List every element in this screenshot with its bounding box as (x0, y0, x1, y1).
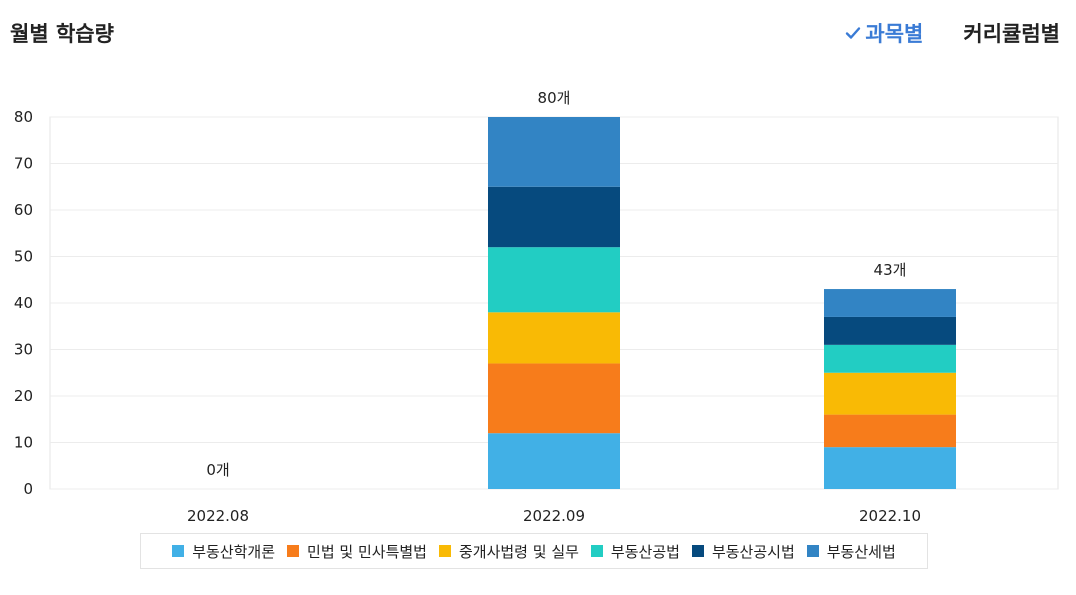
bar-segment (488, 363, 620, 434)
y-tick-label: 20 (14, 387, 33, 405)
total-label: 0개 (206, 461, 229, 479)
bar-segment (488, 186, 620, 248)
legend-label: 부동산학개론 (192, 542, 276, 561)
total-label: 80개 (538, 89, 571, 107)
bar-segment (488, 247, 620, 313)
y-tick-label: 40 (14, 294, 33, 312)
view-tabs: 과목별 커리큘럼별 (845, 18, 1060, 48)
legend-item[interactable]: 부동산공시법 (691, 541, 795, 562)
legend-swatch (590, 545, 603, 557)
check-icon (846, 27, 861, 39)
y-tick-label: 50 (14, 248, 33, 266)
y-tick-label: 30 (14, 341, 33, 359)
legend-label: 부동산공시법 (711, 542, 795, 561)
legend-label: 민법 및 민사특별법 (307, 542, 427, 561)
legend-item[interactable]: 중개사법령 및 실무 (438, 541, 579, 562)
bar-segment (488, 433, 620, 489)
bar-segment (824, 289, 956, 317)
bar-segment (824, 414, 956, 448)
chart-title: 월별 학습량 (10, 22, 114, 46)
tab-by-subject-label: 과목별 (865, 22, 924, 46)
y-tick-label: 10 (14, 434, 33, 452)
y-tick-label: 80 (14, 108, 33, 126)
bar-segment (824, 372, 956, 415)
bar-segment (488, 117, 620, 187)
legend-item[interactable]: 부동산세법 (806, 541, 896, 562)
legend-swatch (691, 545, 704, 557)
legend-swatch (287, 545, 300, 557)
y-tick-label: 60 (14, 201, 33, 219)
bar-segment (488, 312, 620, 364)
x-tick-label: 2022.08 (187, 507, 249, 525)
legend-label: 부동산공법 (610, 542, 680, 561)
bar-segment (824, 447, 956, 489)
x-tick-label: 2022.10 (859, 507, 921, 525)
total-label: 43개 (874, 261, 907, 279)
bar-segment (824, 316, 956, 345)
legend-item[interactable]: 부동산공법 (590, 541, 680, 562)
legend-item[interactable]: 민법 및 민사특별법 (287, 541, 427, 562)
bar-segment (824, 344, 956, 373)
tab-by-curriculum[interactable]: 커리큘럼별 (963, 18, 1060, 48)
stacked-bar-chart: 0 10 20 30 40 50 60 70 80 0개 2022.08 80개 2022.09 43개 2… (14, 89, 1059, 525)
legend-item[interactable]: 부동산학개론 (172, 541, 275, 562)
tab-by-subject[interactable]: 과목별 (845, 18, 923, 48)
tab-by-curriculum-label: 커리큘럼별 (963, 22, 1060, 46)
y-tick-label: 70 (14, 155, 33, 173)
legend-swatch (172, 545, 185, 557)
legend-swatch (438, 545, 451, 557)
legend-label: 부동산세법 (826, 542, 896, 561)
legend-swatch (806, 545, 819, 557)
legend-label: 중개사법령 및 실무 (458, 542, 579, 561)
y-tick-label: 0 (23, 480, 33, 498)
x-tick-label: 2022.09 (523, 507, 585, 525)
legend: 부동산학개론 민법 및 민사특별법 중개사법령 및 실무 부동산공법 부동산공시법 부동산… (140, 533, 928, 569)
